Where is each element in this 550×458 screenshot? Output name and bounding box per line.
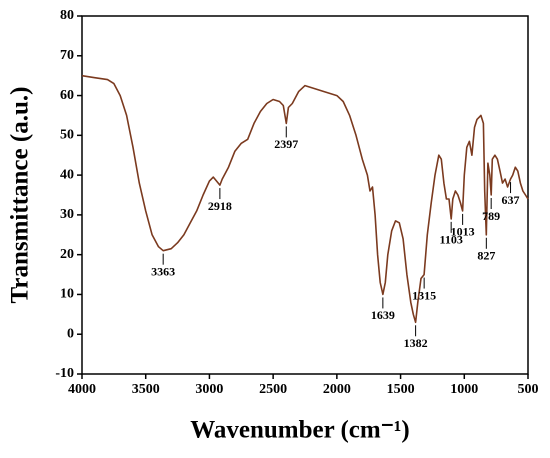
- y-tick-label: 10: [60, 287, 74, 302]
- y-tick-label: 0: [67, 326, 74, 341]
- x-tick-label: 500: [518, 382, 539, 397]
- y-tick-label: -10: [55, 366, 74, 381]
- x-axis-title: Wavenumber (cm⁻¹): [190, 417, 410, 444]
- peak-label: 1315: [412, 288, 436, 302]
- y-axis-title: Transmittance (a.u.): [7, 87, 34, 304]
- peak-label: 1639: [371, 308, 395, 322]
- peak-label: 2397: [274, 137, 298, 151]
- peak-label: 637: [502, 193, 520, 207]
- x-tick-label: 3000: [195, 382, 223, 397]
- plot-frame: [81, 15, 529, 375]
- spectrum-line: [81, 74, 529, 324]
- x-tick-label: 1000: [450, 382, 478, 397]
- y-tick-label: 80: [60, 8, 74, 23]
- y-tick-label: 50: [60, 128, 74, 143]
- y-tick-label: 40: [60, 167, 74, 182]
- peak-label: 827: [477, 249, 495, 263]
- peak-label: 3363: [151, 264, 175, 278]
- peak-label: 1382: [404, 336, 428, 350]
- peak-label: 1103: [439, 233, 462, 247]
- y-tick-label: 30: [60, 207, 74, 222]
- y-tick-label: 20: [60, 247, 74, 262]
- peak-label: 1013: [451, 225, 475, 239]
- peak-label: 2918: [208, 199, 232, 213]
- x-tick-label: 2500: [259, 382, 287, 397]
- y-tick-label: 60: [60, 88, 74, 103]
- peak-label: 789: [482, 209, 500, 223]
- x-tick-label: 2000: [323, 382, 351, 397]
- x-tick-label: 4000: [68, 382, 96, 397]
- x-tick-label: 3500: [132, 382, 160, 397]
- y-tick-label: 70: [60, 48, 74, 63]
- x-tick-label: 1500: [387, 382, 415, 397]
